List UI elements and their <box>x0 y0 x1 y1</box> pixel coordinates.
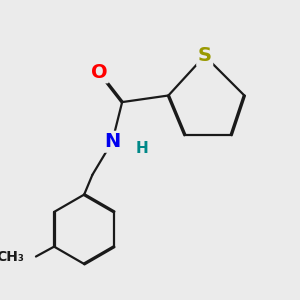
Text: H: H <box>136 141 148 156</box>
Text: CH₃: CH₃ <box>0 250 24 263</box>
Text: S: S <box>198 46 212 65</box>
Text: N: N <box>104 132 120 151</box>
Text: O: O <box>91 63 107 82</box>
